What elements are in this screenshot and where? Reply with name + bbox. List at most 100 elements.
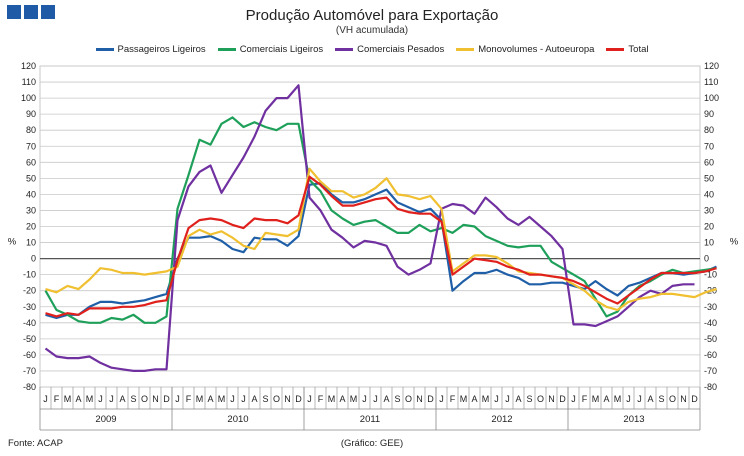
month-label: D — [295, 394, 302, 404]
y-tick-label-left: 40 — [26, 189, 36, 199]
month-label: J — [175, 394, 180, 404]
legend-item: Total — [606, 44, 649, 55]
y-tick-label-right: 20 — [704, 222, 714, 232]
month-label: M — [350, 394, 358, 404]
legend-swatch — [95, 48, 114, 51]
legend-swatch — [335, 48, 354, 51]
month-label: J — [109, 394, 114, 404]
series-line-passageiros-ligeiros — [45, 182, 717, 320]
legend-label: Total — [628, 44, 649, 55]
month-label: M — [614, 394, 622, 404]
month-label: A — [471, 394, 477, 404]
month-label: J — [494, 394, 499, 404]
month-label: N — [152, 394, 159, 404]
month-label: O — [141, 394, 148, 404]
month-label: A — [647, 394, 653, 404]
y-tick-label-left: 110 — [22, 77, 36, 87]
month-label: M — [328, 394, 336, 404]
chart-subtitle: (VH acumulada) — [335, 25, 409, 36]
month-label: J — [505, 394, 510, 404]
month-label: S — [526, 394, 532, 404]
y-tick-label-left: -70 — [23, 366, 36, 376]
y-tick-label-left: 60 — [26, 157, 36, 167]
month-label: D — [691, 394, 698, 404]
month-label: O — [273, 394, 280, 404]
month-label: N — [548, 394, 555, 404]
y-tick-label-right: 40 — [704, 189, 714, 199]
chart-legend: Passageiros Ligeiros Comerciais Ligeiros C… — [0, 44, 744, 55]
legend-swatch — [606, 48, 625, 51]
y-tick-label-right: -50 — [704, 334, 717, 344]
legend-label: Comerciais Pesados — [357, 44, 445, 55]
y-tick-label-right: 90 — [704, 109, 714, 119]
month-label: S — [130, 394, 136, 404]
y-tick-label-left: 90 — [26, 109, 36, 119]
year-label: 2013 — [623, 414, 644, 425]
y-tick-label-left: -10 — [23, 270, 36, 280]
year-label: 2010 — [227, 414, 248, 425]
month-label: D — [559, 394, 566, 404]
month-label: F — [582, 394, 588, 404]
y-tick-label-right: -60 — [704, 350, 717, 360]
month-label: S — [658, 394, 664, 404]
month-label: S — [394, 394, 400, 404]
y-tick-label-right: 60 — [704, 157, 714, 167]
y-tick-label-right: 10 — [704, 238, 714, 248]
month-label: D — [427, 394, 434, 404]
y-tick-label-left: 0 — [31, 254, 36, 264]
y-axis-label: % — [8, 237, 17, 248]
y-tick-label-left: -30 — [23, 302, 36, 312]
month-label: M — [460, 394, 468, 404]
y-axis-label-right: % — [730, 237, 739, 248]
y-tick-label-left: 50 — [26, 173, 36, 183]
month-label: J — [373, 394, 378, 404]
logo-block-1 — [7, 5, 21, 19]
source-note: Fonte: ACAP — [8, 438, 63, 449]
logo-block-3 — [41, 5, 55, 19]
y-tick-label-left: -40 — [23, 318, 36, 328]
y-tick-label-right: 80 — [704, 125, 714, 135]
logo-block-2 — [24, 5, 38, 19]
y-tick-label-left: -20 — [23, 286, 36, 296]
y-tick-label-left: 120 — [21, 61, 36, 71]
month-label: N — [416, 394, 423, 404]
month-label: A — [383, 394, 389, 404]
month-label: A — [339, 394, 345, 404]
y-tick-label-left: -60 — [23, 350, 36, 360]
month-label: M — [64, 394, 72, 404]
series-line-total — [45, 175, 717, 318]
y-tick-label-right: -80 — [704, 382, 717, 392]
month-label: N — [680, 394, 687, 404]
month-label: J — [439, 394, 444, 404]
month-label: J — [43, 394, 48, 404]
month-label: F — [318, 394, 324, 404]
legend-item: Passageiros Ligeiros — [95, 44, 206, 55]
month-label: S — [262, 394, 268, 404]
y-tick-label-right: -40 — [704, 318, 717, 328]
month-label: F — [186, 394, 192, 404]
month-label: F — [450, 394, 456, 404]
month-label: O — [405, 394, 412, 404]
month-label: O — [537, 394, 544, 404]
y-tick-label-right: 0 — [704, 254, 709, 264]
month-label: A — [251, 394, 257, 404]
chart-credit: (Gráfico: GEE) — [340, 438, 404, 449]
month-label: J — [230, 394, 235, 404]
month-label: J — [637, 394, 642, 404]
month-label: J — [571, 394, 576, 404]
month-label: J — [307, 394, 312, 404]
month-label: J — [241, 394, 246, 404]
y-tick-label-left: 20 — [26, 222, 36, 232]
year-label: 2009 — [95, 414, 116, 425]
y-tick-label-left: 100 — [21, 93, 36, 103]
y-tick-label-right: -70 — [704, 366, 717, 376]
year-label: 2011 — [360, 414, 380, 425]
y-tick-label-left: -50 — [23, 334, 36, 344]
series-line-comerciais-ligeiros — [44, 116, 717, 324]
month-label: M — [86, 394, 94, 404]
series-line-monovolumes-autoeuropa — [45, 167, 717, 312]
legend-item: Comerciais Ligeiros — [217, 44, 323, 55]
month-label: D — [163, 394, 170, 404]
month-label: F — [54, 394, 60, 404]
y-tick-label-right: 100 — [704, 93, 719, 103]
